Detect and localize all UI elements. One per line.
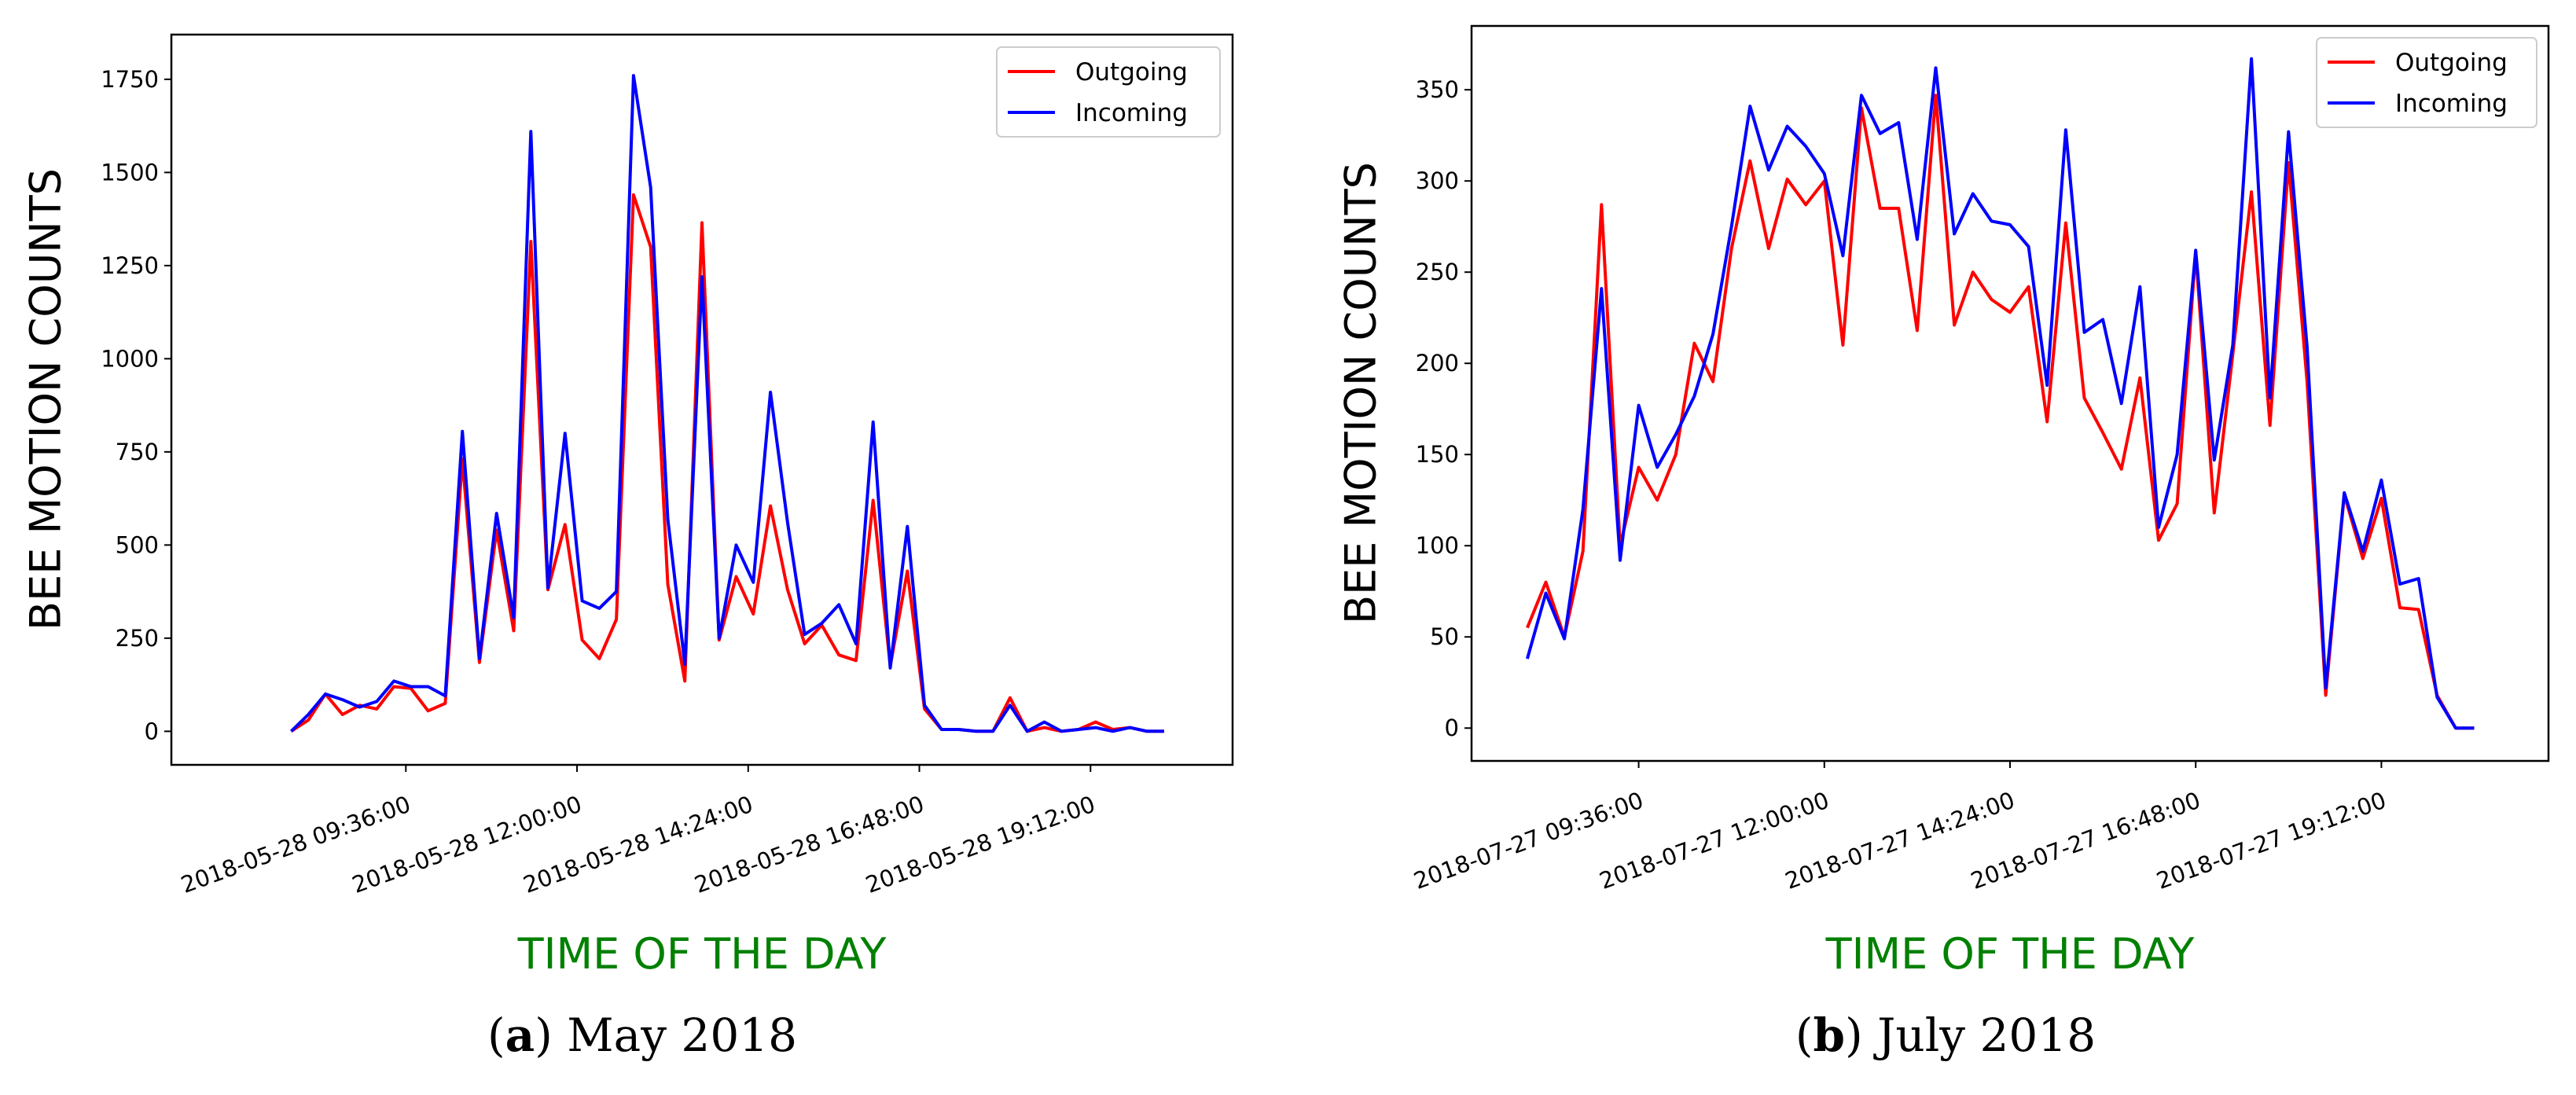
y-tick-label: 0 <box>145 718 159 744</box>
y-axis-label: BEE MOTION COUNTS <box>21 168 71 630</box>
caption-a: (a) May 2018 <box>487 1009 798 1062</box>
y-tick-label: 300 <box>1416 167 1459 194</box>
y-tick-label: 1500 <box>101 159 159 186</box>
legend: Outgoing Incoming <box>2316 37 2537 128</box>
legend-label-outgoing: Outgoing <box>2395 49 2508 77</box>
legend-box <box>996 46 1221 138</box>
y-tick-label: 50 <box>1430 623 1459 650</box>
legend-label-outgoing: Outgoing <box>1075 58 1188 86</box>
plot-frame <box>1470 24 2550 762</box>
y-tick-label: 350 <box>1416 76 1459 103</box>
legend-box <box>2316 37 2537 128</box>
y-tick-label: 1000 <box>101 345 159 372</box>
series-line-incoming <box>1525 57 2475 730</box>
series-line-incoming <box>290 74 1164 733</box>
y-tick-label: 100 <box>1416 532 1459 559</box>
y-tick-label: 1250 <box>101 252 159 279</box>
y-tick-label: 250 <box>116 625 159 652</box>
caption-b: (b) July 2018 <box>1795 1009 2096 1062</box>
y-axis-label: BEE MOTION COUNTS <box>1336 162 1386 624</box>
y-tick-label: 750 <box>116 439 159 465</box>
legend-label-incoming: Incoming <box>2395 90 2508 118</box>
y-tick-label: 500 <box>116 531 159 558</box>
y-tick-label: 250 <box>1416 259 1459 285</box>
series-line-outgoing <box>290 193 1164 733</box>
plot-frame <box>170 33 1234 766</box>
x-axis-label: TIME OF THE DAY <box>1825 929 2196 979</box>
legend: Outgoing Incoming <box>996 46 1221 138</box>
y-tick-label: 200 <box>1416 350 1459 377</box>
legend-label-incoming: Incoming <box>1075 99 1188 127</box>
y-tick-label: 0 <box>1445 715 1459 741</box>
x-axis-label: TIME OF THE DAY <box>517 929 887 979</box>
y-tick-label: 150 <box>1416 441 1459 468</box>
y-tick-label: 1750 <box>101 66 159 93</box>
